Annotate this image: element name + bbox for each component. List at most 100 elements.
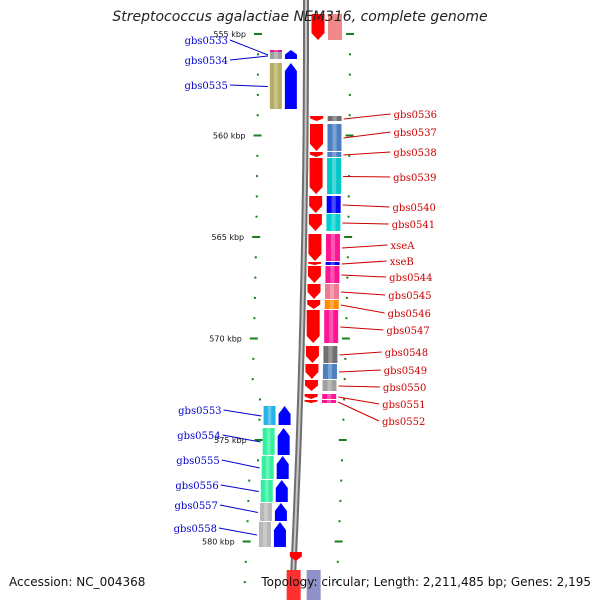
gene-box-shine [327,394,332,399]
gene-label-gbs0557: gbs0557 [175,501,218,512]
gene-label-gbs0535: gbs0535 [184,81,227,92]
genome-backbone [288,0,309,600]
gene-color-box-gbs0547 [324,310,339,343]
leader-line [338,369,381,373]
forward-gene-arrow-gbs0556 [275,480,288,502]
scale-label: 575 kbp [214,436,247,445]
gene-count-text: Genes: 2,195 [510,575,591,589]
gene-box-fill [259,503,272,521]
gene-color-box-gbs0535 [269,63,282,109]
gene-box-fill [325,266,340,283]
gene-box-fill [325,234,340,261]
gene-box-shine [265,456,270,479]
gene-box-fill [322,400,337,403]
partial-gene-box-bottom [306,570,321,600]
reverse-gene-arrow-gbs0551 [304,394,318,399]
leader-line [341,274,387,278]
leader-line [343,151,391,156]
leader-line [343,113,391,120]
leader-line [229,39,269,56]
forward-gene-arrow-gbs0535 [284,63,297,109]
gene-box-fill [261,456,274,479]
gene-box-shine [330,262,335,265]
leader-line [341,260,387,265]
gene-color-box-gbs0549 [322,364,337,379]
gene-color-box-gbs0537 [327,124,342,151]
gene-label-gbs0548: gbs0548 [385,348,428,359]
gene-box-shine [274,63,278,109]
forward-strand-genes: gbs0533 gbs0534 gbs0535 gbs0553 gbs0554 gbs05… [174,36,297,547]
gene-label-gbs0538: gbs0538 [393,148,436,159]
gene-box-shine [331,196,336,213]
reverse-gene-arrow-gbs0541 [308,214,322,231]
gene-box-shine [330,234,336,261]
leader-line [338,385,380,388]
backbone-highlight [290,0,307,600]
gene-label-gbs0540: gbs0540 [393,203,436,214]
gene-label-gbs0541: gbs0541 [392,220,435,231]
gene-box-fill [327,124,342,151]
gene-label-gbs0552: gbs0552 [382,417,425,428]
gene-box-fill [322,394,337,399]
gene-box-shine [274,52,278,59]
gene-color-box-gbs0551 [322,394,337,399]
length-text: Length: 2,211,485 bp [373,575,503,589]
summary-separator: ; [503,575,511,589]
gene-label-gbs0537: gbs0537 [393,128,436,139]
scale-ticks: 555 kbp 560 kbp 565 kbp 570 kbp 575 kbp 580 k… [202,30,354,584]
gene-label-gbs0547: gbs0547 [386,326,429,337]
gene-label-gbs0544: gbs0544 [389,273,432,284]
reverse-gene-arrow-gbs0548 [305,346,319,363]
gene-label-gbs0554: gbs0554 [177,431,220,442]
leader-line [342,204,390,208]
reverse-gene-arrow-gbs0539 [309,158,323,194]
gene-box-fill [325,262,340,265]
gene-color-box-gbs0541 [326,214,341,231]
gene-label-gbs0546: gbs0546 [388,309,431,320]
leader-line [223,409,262,417]
leader-line [340,291,386,296]
reverse-gene-arrow-gbs0546 [307,300,321,309]
gene-box-fill [262,428,275,455]
forward-gene-arrow-gbs0555 [276,456,289,479]
gene-label-gbs0558: gbs0558 [174,524,217,535]
gene-box-fill [322,380,337,391]
gene-box-fill [322,364,337,379]
reverse-gene-arrow-gbs0552 [304,400,318,403]
leader-line [229,84,268,87]
topology-text: Topology: circular [261,575,366,589]
reverse-gene-arrow-gbs0545 [307,284,321,299]
gene-color-box-gbs0546 [324,300,339,309]
gene-label-xseA: xseA [391,241,416,252]
gene-box-shine [327,364,333,379]
gene-label-xseB: xseB [390,257,414,268]
gene-color-box-gbs0536 [327,116,342,121]
gene-label-gbs0545: gbs0545 [388,291,431,302]
gene-color-box-gbs0550 [322,380,337,391]
scale-label: 560 kbp [213,132,246,141]
reverse-gene-arrow-gbs0549 [305,364,319,379]
gene-color-box-gbs0553 [263,406,276,425]
accession-text: Accession: NC_004368 [9,575,146,589]
gene-box-fill [260,480,273,502]
gene-box-fill [323,346,338,363]
leader-line [219,504,259,513]
gene-color-box-gbs0534 [269,52,282,59]
gene-color-box-gbs0545 [325,284,340,299]
gene-box-shine [328,346,333,363]
gene-color-box-gbs0548 [323,346,338,363]
leader-line [340,326,384,331]
reverse-gene-arrow-gbs0544 [307,266,321,283]
map-title: Streptococcus agalactiae NEM316, complet… [112,9,488,25]
gene-box-shine [327,380,332,391]
gene-label-gbs0534: gbs0534 [185,56,228,67]
gene-box-fill [326,214,341,231]
forward-gene-arrow-gbs0534 [284,52,297,59]
forward-gene-arrow-gbs0557 [274,503,287,521]
partial-gene-box-top [327,14,342,40]
gene-label-gbs0533: gbs0533 [185,36,228,47]
gene-color-box-gbs0539 [327,158,342,194]
gene-color-box-xseB [325,262,340,265]
gene-box-fill [258,522,271,547]
